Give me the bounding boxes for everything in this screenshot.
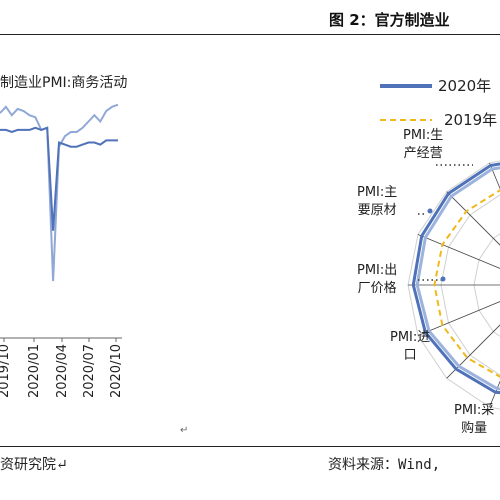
radar-spoke [489,380,500,408]
radar-axis-label-line1: PMI:生 [403,128,444,143]
series-line-1 [0,126,118,231]
left-source-note: 资研究院↵ [0,457,68,473]
x-tick-label: 2020/07 [82,344,97,398]
left-chart-title: 制造业PMI:商务活动 [0,75,128,91]
radar-spoke [489,162,500,190]
x-tick-label: 2019/10 [0,344,12,398]
radar-spoke [417,234,500,269]
radar-series-2020 [411,162,500,395]
radar-axis-label-line1: PMI:进 [390,330,431,345]
radar-axis-label-line1: PMI:出 [357,263,398,278]
legend-label-2019: 2019年 [444,111,498,129]
radar-spoke [446,324,500,379]
radar-axis-label-line2: 产经营 [403,146,443,161]
radar-grid-ring [440,194,500,376]
radar-axis-label-line2: 口 [403,348,417,363]
header-rule [0,34,500,35]
radar-axis-label: PMI:采 购量 [454,402,494,438]
source-rule [0,446,500,447]
x-tick-label: 2020/10 [109,344,124,398]
radar-axis-label-line2: 购量 [461,421,488,436]
legend-label-2020: 2020年 [438,77,492,95]
radar-axis-label-line1: PMI:采 [454,403,495,418]
x-tick-label: 2020/01 [27,344,42,398]
radar-point [440,276,446,282]
x-tick-label: 2020/04 [55,344,70,398]
radar-spoke [417,301,500,336]
radar-series-2020-light [415,166,500,391]
radar-axis-label: PMI:进 口 [390,329,430,365]
radar-spoke [446,191,500,246]
radar-axis-label-line2: 厂价格 [357,281,397,296]
radar-axis-label-line2: 要原材 [357,203,397,218]
radar-axis-label-line1: PMI:主 [357,185,398,200]
radar-axis-label: PMI:生 产经营 [403,127,443,163]
right-source-note: 资料来源：Wind, [328,457,441,473]
figure-title: 图 2：官方制造业 [329,11,450,29]
radar-grid-ring [473,233,500,337]
paragraph-mark: ↵ [180,425,189,436]
radar-axis-label: PMI:出 厂价格 [357,262,397,298]
radar-axis-label: PMI:主 要原材 [357,184,397,220]
radar-point [427,208,433,214]
radar-grid-ring [407,160,500,410]
